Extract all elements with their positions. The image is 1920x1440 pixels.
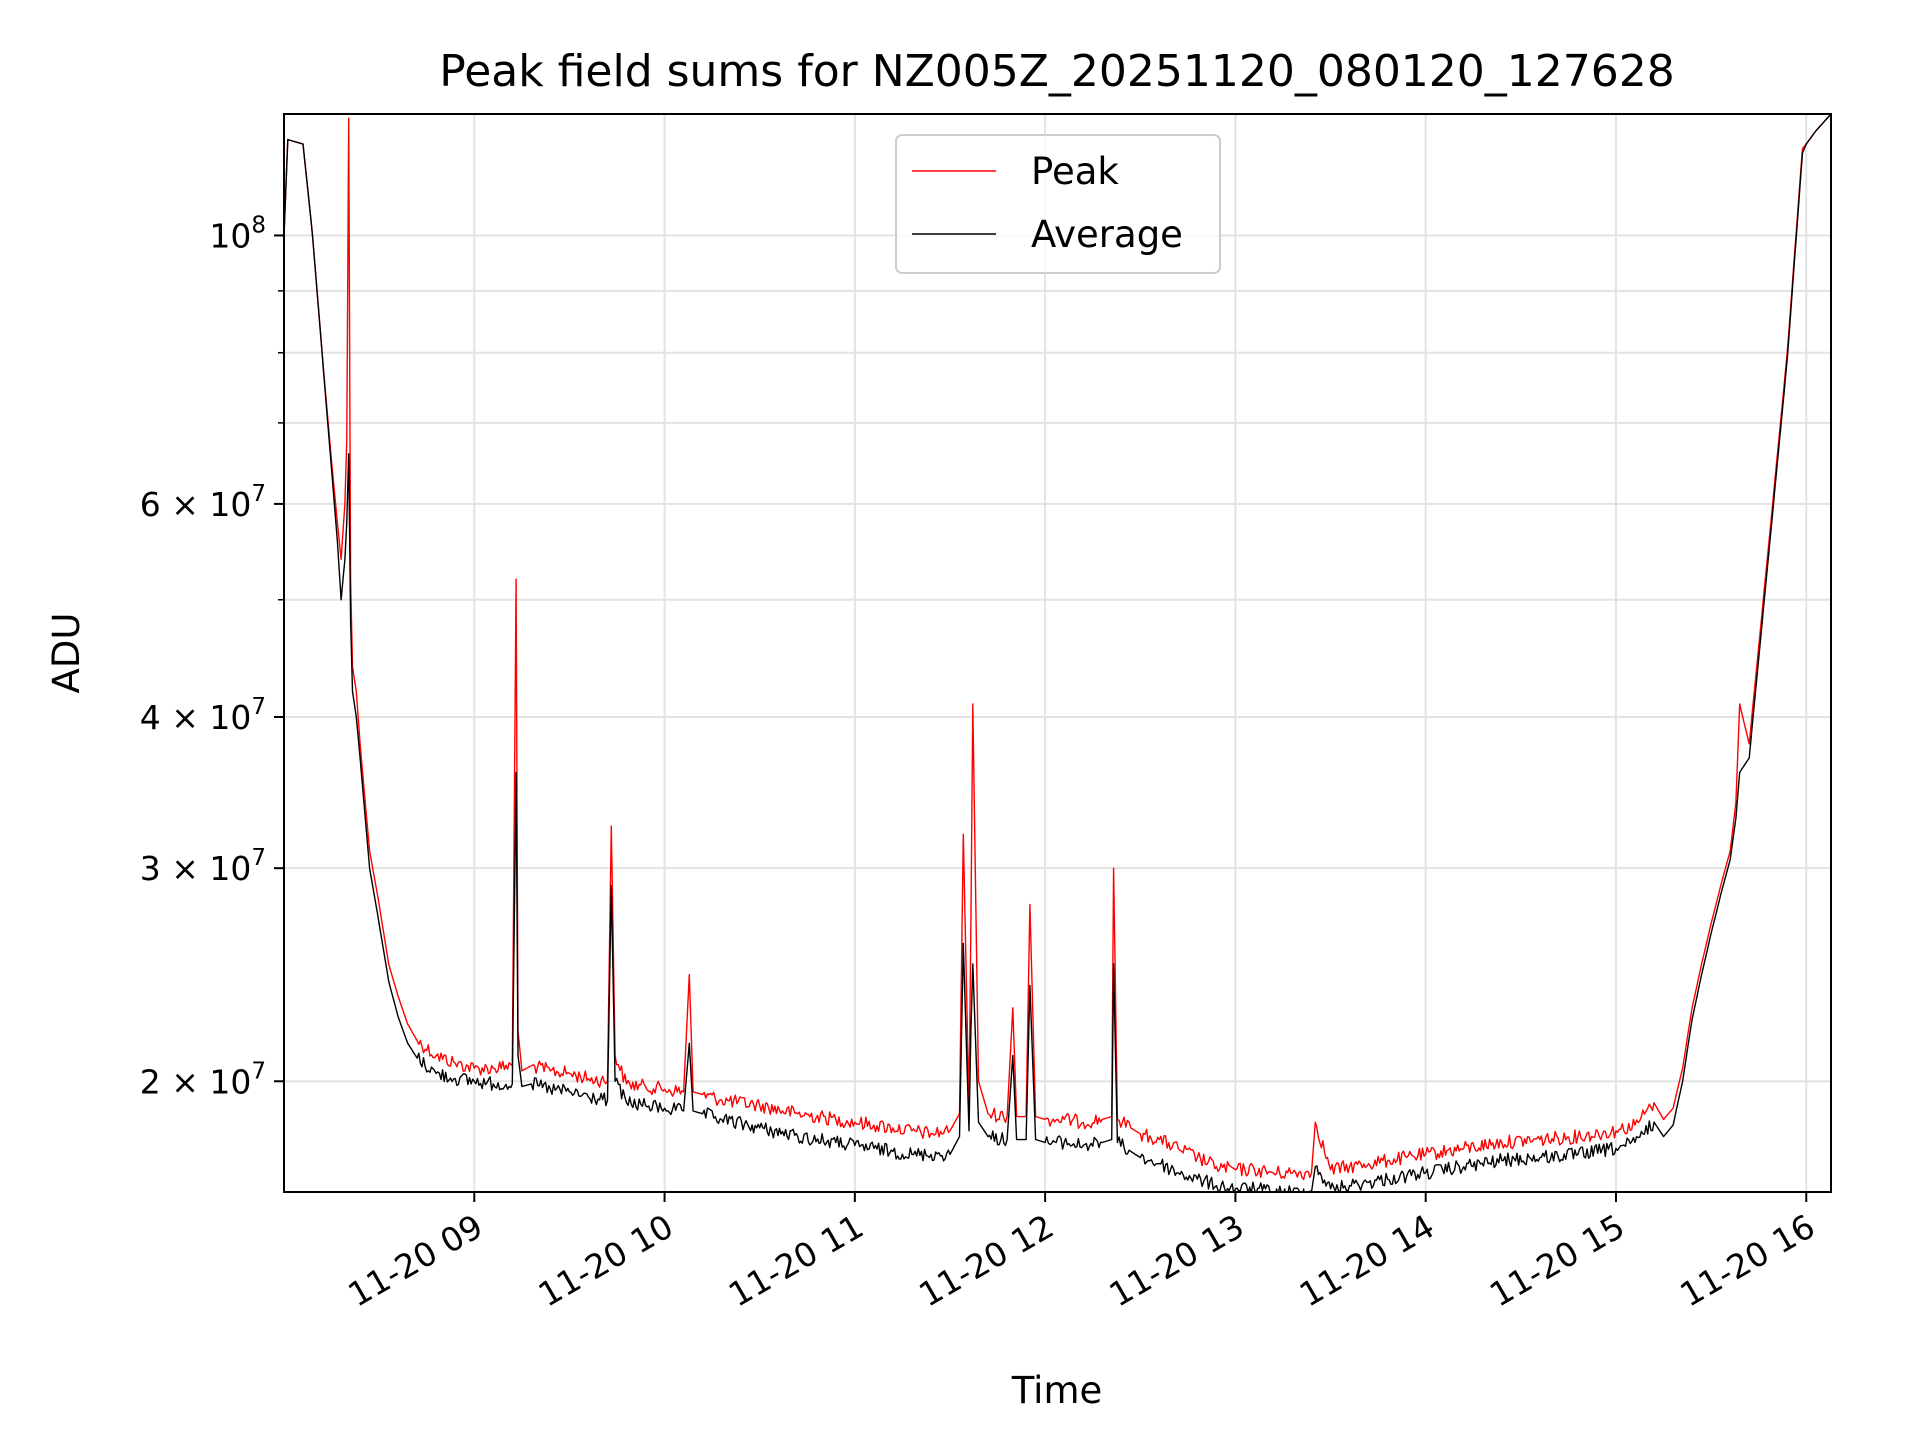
y-tick-label: 3 × 107 — [140, 845, 266, 888]
series-layer — [284, 114, 1831, 1192]
y-tick-label: 4 × 107 — [140, 694, 266, 737]
y-tick-label-base: 3 × 10 — [140, 849, 252, 888]
y-tick-label-base: 4 × 10 — [140, 698, 252, 737]
y-tick-label-base: 10 — [209, 216, 251, 255]
chart-title: Peak field sums for NZ005Z_20251120_0801… — [439, 46, 1675, 97]
legend-box — [895, 134, 1221, 274]
legend-label-average: Average — [1031, 213, 1183, 256]
y-tick-label-exponent: 8 — [251, 212, 266, 238]
y-tick-label: 2 × 107 — [140, 1058, 266, 1101]
y-tick-label-exponent: 7 — [251, 845, 266, 871]
series-line-average — [284, 114, 1831, 1192]
x-axis-title: Time — [1011, 1369, 1103, 1412]
y-tick-label-exponent: 7 — [251, 481, 266, 507]
y-tick-label-base: 6 × 10 — [140, 485, 252, 524]
plot-area — [283, 113, 1832, 1193]
y-axis-title: ADU — [45, 613, 88, 694]
plot-frame — [283, 113, 1832, 1193]
y-tick-label-exponent: 7 — [251, 1058, 266, 1084]
series-line-peak — [284, 114, 1831, 1181]
grid-layer — [284, 114, 1831, 1192]
y-tick-label-base: 2 × 10 — [140, 1062, 252, 1101]
y-tick-label-exponent: 7 — [251, 694, 266, 720]
legend: Peak Average — [895, 134, 1221, 274]
legend-label-peak: Peak — [1031, 150, 1119, 193]
y-tick-label: 108 — [209, 212, 266, 255]
y-tick-label: 6 × 107 — [140, 481, 266, 524]
